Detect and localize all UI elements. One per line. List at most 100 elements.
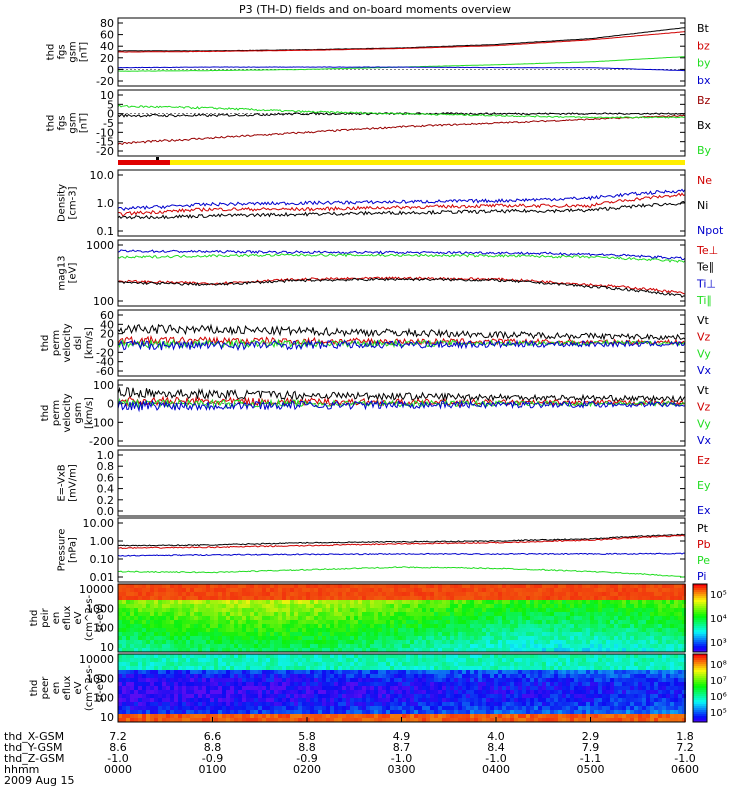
heatmap-cell (482, 662, 486, 666)
heatmap-cell (634, 714, 638, 718)
heatmap-cell (130, 678, 134, 682)
heatmap-cell (166, 592, 170, 596)
heatmap-cell (630, 640, 634, 644)
heatmap-cell (358, 706, 362, 710)
heatmap-cell (286, 674, 290, 678)
heatmap-cell (418, 600, 422, 604)
heatmap-cell (130, 710, 134, 714)
heatmap-cell (638, 616, 642, 620)
heatmap-cell (250, 620, 254, 624)
heatmap-cell (598, 694, 602, 698)
heatmap-cell (130, 658, 134, 662)
heatmap-cell (606, 648, 610, 652)
heatmap-cell (334, 600, 338, 604)
heatmap-cell (522, 654, 526, 658)
heatmap-cell (274, 588, 278, 592)
heatmap-cell (222, 644, 226, 648)
heatmap-cell (210, 600, 214, 604)
heatmap-cell (122, 616, 126, 620)
heatmap-cell (118, 604, 122, 608)
heatmap-cell (246, 718, 250, 722)
heatmap-cell (514, 648, 518, 652)
heatmap-cell (222, 588, 226, 592)
heatmap-cell (634, 588, 638, 592)
heatmap-cell (346, 632, 350, 636)
series-perm_velocity_gsm-3 (117, 399, 686, 413)
heatmap-cell (414, 640, 418, 644)
heatmap-cell (662, 632, 666, 636)
heatmap-cell (426, 718, 430, 722)
heatmap-cell (446, 674, 450, 678)
heatmap-cell (270, 678, 274, 682)
heatmap-cell (554, 666, 558, 670)
heatmap-cell (178, 678, 182, 682)
heatmap-cell (386, 682, 390, 686)
heatmap-cell (242, 624, 246, 628)
heatmap-cell (466, 702, 470, 706)
heatmap-cell (598, 596, 602, 600)
heatmap-cell (442, 604, 446, 608)
heatmap-cell (642, 636, 646, 640)
heatmap-cell (250, 658, 254, 662)
heatmap-cell (382, 674, 386, 678)
heatmap-cell (314, 616, 318, 620)
heatmap-cell (486, 648, 490, 652)
heatmap-cell (578, 592, 582, 596)
heatmap-cell (174, 662, 178, 666)
heatmap-cell (606, 658, 610, 662)
heatmap-cell (306, 694, 310, 698)
heatmap-cell (162, 718, 166, 722)
heatmap-cell (230, 658, 234, 662)
heatmap-cell (482, 628, 486, 632)
heatmap-cell (418, 632, 422, 636)
heatmap-cell (182, 654, 186, 658)
heatmap-cell (566, 698, 570, 702)
heatmap-cell (390, 710, 394, 714)
heatmap-cell (486, 624, 490, 628)
heatmap-cell (518, 620, 522, 624)
heatmap-cell (294, 600, 298, 604)
heatmap-cell (506, 686, 510, 690)
heatmap-cell (298, 670, 302, 674)
heatmap-cell (438, 628, 442, 632)
heatmap-cell (158, 612, 162, 616)
heatmap-cell (658, 640, 662, 644)
heatmap-cell (186, 612, 190, 616)
heatmap-cell (350, 648, 354, 652)
heatmap-cell (166, 690, 170, 694)
heatmap-cell (502, 686, 506, 690)
heatmap-cell (386, 612, 390, 616)
heatmap-cell (518, 714, 522, 718)
heatmap-cell (418, 616, 422, 620)
heatmap-cell (478, 636, 482, 640)
heatmap-cell (630, 706, 634, 710)
heatmap-cell (266, 718, 270, 722)
heatmap-cell (238, 588, 242, 592)
heatmap-cell (398, 604, 402, 608)
heatmap-cell (650, 616, 654, 620)
heatmap-cell (262, 678, 266, 682)
heatmap-cell (654, 658, 658, 662)
heatmap-cell (498, 648, 502, 652)
heatmap-cell (502, 674, 506, 678)
heatmap-cell (390, 588, 394, 592)
heatmap-cell (282, 666, 286, 670)
heatmap-cell (542, 682, 546, 686)
heatmap-cell (154, 604, 158, 608)
heatmap-cell (438, 670, 442, 674)
colorbar-band (693, 636, 707, 638)
heatmap-cell (438, 698, 442, 702)
heatmap-cell (502, 714, 506, 718)
heatmap-cell (146, 612, 150, 616)
heatmap-cell (626, 588, 630, 592)
heatmap-cell (422, 608, 426, 612)
heatmap-cell (274, 628, 278, 632)
heatmap-cell (202, 584, 206, 588)
heatmap-cell (554, 662, 558, 666)
heatmap-cell (502, 640, 506, 644)
heatmap-cell (666, 592, 670, 596)
heatmap-cell (634, 632, 638, 636)
heatmap-cell (278, 616, 282, 620)
heatmap-cell (250, 588, 254, 592)
heatmap-cell (314, 620, 318, 624)
